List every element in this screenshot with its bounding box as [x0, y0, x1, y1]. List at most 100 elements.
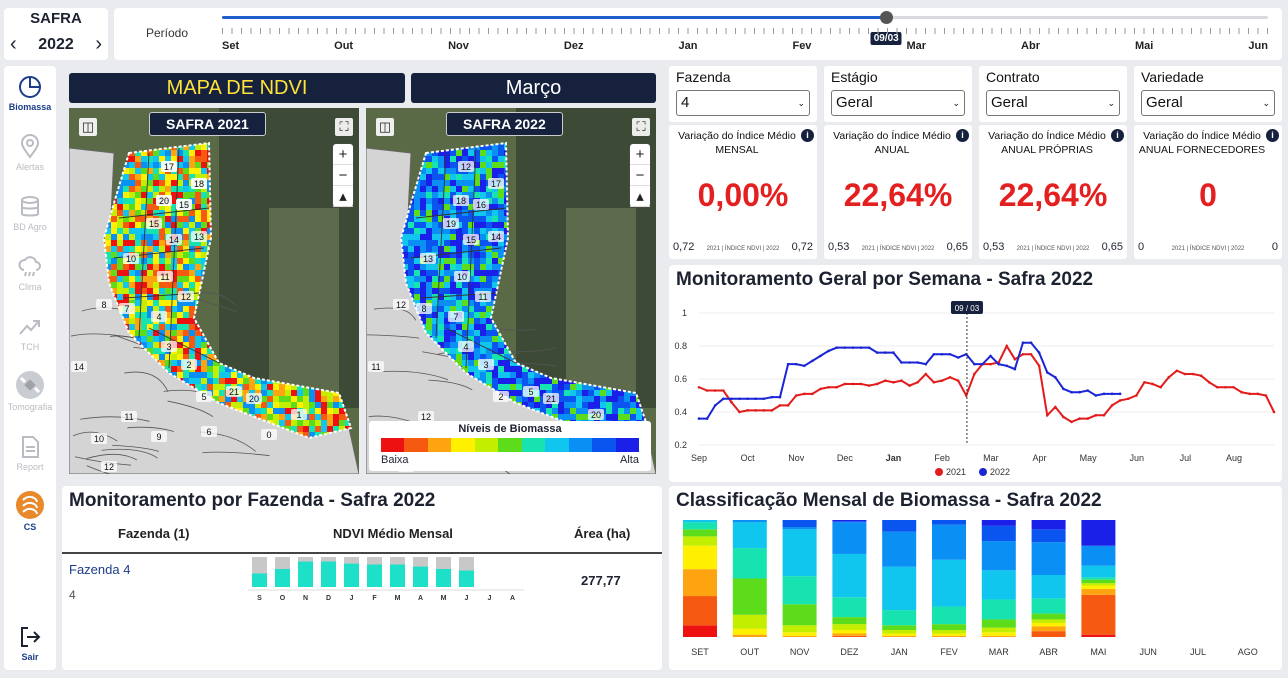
ndvi-cell: [177, 366, 183, 372]
plot-label-bg: [475, 291, 491, 302]
period-label: Período: [146, 26, 189, 40]
ndvi-cell: [450, 276, 456, 282]
ndvi-cell: [408, 258, 414, 264]
map-safra-2022[interactable]: 121718161915141310111287432521201NaN1710…: [366, 108, 656, 474]
map-safra-2021[interactable]: 1718161915141310111287432521201960101112…: [69, 108, 359, 474]
sidebar-item-tch[interactable]: TCH: [4, 314, 56, 352]
ndvi-cell: [414, 222, 420, 228]
compass-button[interactable]: ▴: [333, 186, 353, 207]
ndvi-cell: [618, 390, 624, 396]
ndvi-cell: [159, 336, 165, 342]
period-ticks: [222, 28, 1268, 34]
ndvi-cell: [297, 402, 303, 408]
ndvi-cell: [492, 198, 498, 204]
prev-year-button[interactable]: ‹: [10, 33, 17, 55]
ndvi-cell: [189, 264, 195, 270]
ndvi-cell: [438, 168, 444, 174]
period-month-label[interactable]: Dez: [563, 40, 584, 52]
zoom-out-button[interactable]: −: [630, 165, 650, 186]
sidebar-item-clima[interactable]: Clima: [4, 254, 56, 292]
sidebar-item-alertas[interactable]: Alertas: [4, 134, 56, 172]
sidebar-item-biomassa[interactable]: Biomassa: [4, 74, 56, 112]
period-month-label[interactable]: Mar: [906, 40, 927, 52]
ndvi-cell: [177, 330, 183, 336]
ndvi-cell: [189, 372, 195, 378]
ndvi-cell: [492, 174, 498, 180]
ndvi-cell: [153, 282, 159, 288]
period-handle[interactable]: [880, 11, 894, 24]
period-month-label[interactable]: Jun: [1248, 40, 1268, 52]
next-year-button[interactable]: ›: [95, 33, 102, 55]
ndvi-cell: [516, 366, 522, 372]
period-month-label[interactable]: Abr: [1021, 40, 1040, 52]
series-point: [940, 379, 944, 382]
variedade-select[interactable]: Geral ⌄: [1141, 90, 1275, 116]
fullscreen-icon[interactable]: ⛶: [335, 118, 353, 136]
ndvi-cell: [165, 360, 171, 366]
ndvi-cell: [291, 420, 297, 426]
info-icon[interactable]: i: [1266, 129, 1279, 142]
info-icon[interactable]: i: [801, 129, 814, 142]
x-tick-label: Aug: [1226, 453, 1242, 463]
ndvi-cell: [402, 252, 408, 258]
ndvi-cell: [450, 204, 456, 210]
ndvi-cell: [177, 336, 183, 342]
sidebar-item-cs[interactable]: CS: [4, 490, 56, 532]
x-tick-label: Dec: [837, 453, 854, 463]
ndvi-cell: [165, 300, 171, 306]
plot-label: 15: [179, 200, 189, 210]
plot-label-bg: [156, 195, 172, 206]
info-icon[interactable]: i: [956, 129, 969, 142]
series-point: [1005, 344, 1009, 348]
ndvi-cell: [177, 180, 183, 186]
plot-contour: [86, 465, 112, 474]
estagio-select[interactable]: Geral ⌄: [831, 90, 965, 116]
period-month-label[interactable]: Out: [334, 40, 354, 52]
ndvi-cell: [594, 396, 600, 402]
zoom-in-button[interactable]: +: [333, 144, 353, 165]
period-track[interactable]: 09/03: [222, 11, 1268, 45]
safra-year: 2022: [38, 36, 74, 53]
period-month-label[interactable]: Fev: [792, 40, 812, 52]
ndvi-cell: [279, 396, 285, 402]
compass-button[interactable]: ▴: [630, 186, 650, 207]
zoom-in-button[interactable]: +: [630, 144, 650, 165]
kpi-right: 0,65: [946, 241, 968, 253]
ndvi-cell: [243, 408, 249, 414]
split-view-icon[interactable]: ◫: [79, 118, 97, 136]
ndvi-cell: [540, 378, 546, 384]
period-month-label[interactable]: Set: [222, 40, 240, 52]
ndvi-cell: [123, 180, 129, 186]
contrato-select[interactable]: Geral ⌄: [986, 90, 1120, 116]
sidebar-item-report[interactable]: Report: [4, 434, 56, 472]
ndvi-cell: [444, 282, 450, 288]
ndvi-cell: [195, 360, 201, 366]
period-month-label[interactable]: Nov: [448, 40, 469, 52]
ndvi-cell: [558, 390, 564, 396]
zoom-control: + − ▴: [333, 144, 353, 207]
logout-button[interactable]: Sair: [4, 624, 56, 662]
ndvi-cell: [552, 414, 558, 420]
sidebar-item-bd-agro[interactable]: BD Agro: [4, 194, 56, 232]
plot-label: 10: [126, 254, 136, 264]
ndvi-cell: [177, 318, 183, 324]
sidebar-item-tomografia[interactable]: Tomografia: [4, 370, 56, 412]
ndvi-cell: [171, 180, 177, 186]
fullscreen-icon[interactable]: ⛶: [632, 118, 650, 136]
ndvi-cell: [135, 234, 141, 240]
ndvi-cell: [480, 324, 486, 330]
zoom-out-button[interactable]: −: [333, 165, 353, 186]
ndvi-cell: [558, 384, 564, 390]
split-view-icon[interactable]: ◫: [376, 118, 394, 136]
ndvi-cell: [432, 192, 438, 198]
period-month-label[interactable]: Jan: [678, 40, 698, 52]
ndvi-cell: [123, 192, 129, 198]
info-icon[interactable]: i: [1111, 129, 1124, 142]
ndvi-cell: [333, 420, 339, 426]
period-month-label[interactable]: Mai: [1135, 40, 1154, 52]
series-point: [956, 379, 960, 382]
ndvi-cell: [474, 276, 480, 282]
fazenda-select[interactable]: 4 ⌄: [676, 90, 810, 116]
ndvi-cell: [498, 162, 504, 168]
ndvi-cell: [414, 270, 420, 276]
